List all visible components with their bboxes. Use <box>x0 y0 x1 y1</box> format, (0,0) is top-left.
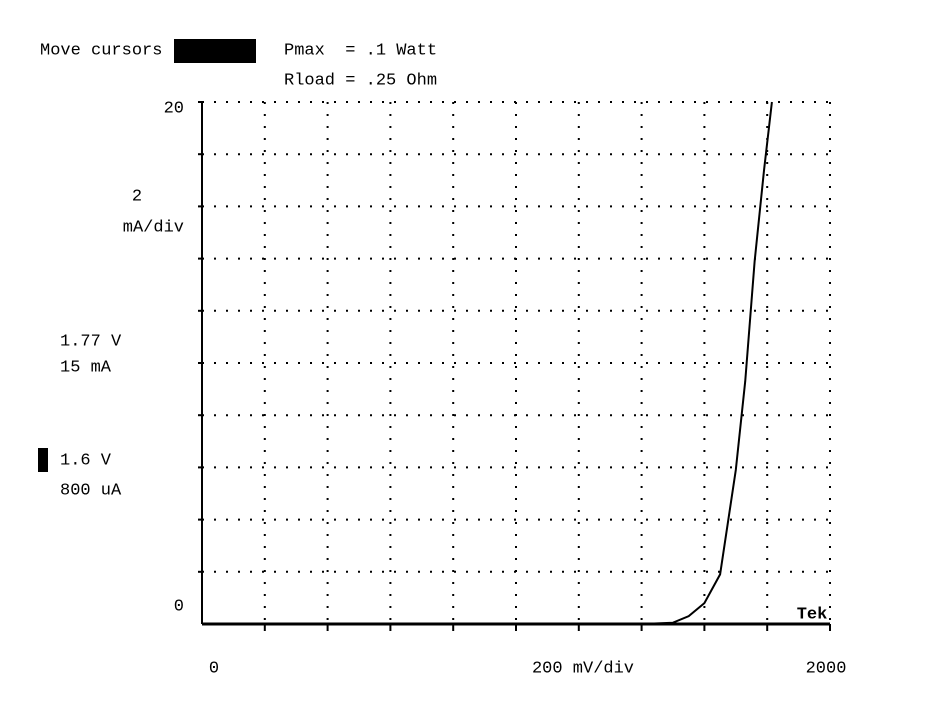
cursor-marker <box>38 448 48 472</box>
y-scale: 2 <box>132 187 142 206</box>
x-tick-label: 0 <box>209 659 219 678</box>
y-tick-label: 20 <box>164 99 184 118</box>
pmax: Pmax = .1 Watt <box>284 41 437 60</box>
cursor1-current: 15 mA <box>60 358 112 377</box>
y-scale-unit: mA/div <box>123 218 184 237</box>
mode-box[interactable] <box>174 39 256 63</box>
curve <box>202 101 773 625</box>
brand: Tek <box>797 605 828 624</box>
rload: Rload = .25 Ohm <box>284 71 437 90</box>
x-scale-label: 200 mV/div <box>532 659 634 678</box>
x-tick-label: 2000 <box>806 659 847 678</box>
cursor1-voltage: 1.77 V <box>60 332 122 351</box>
prompt: Move cursors <box>40 41 162 60</box>
cursor2-voltage: 1.6 V <box>60 451 112 470</box>
cursor2-current: 800 uA <box>60 481 122 500</box>
y-tick-label: 0 <box>174 597 184 616</box>
